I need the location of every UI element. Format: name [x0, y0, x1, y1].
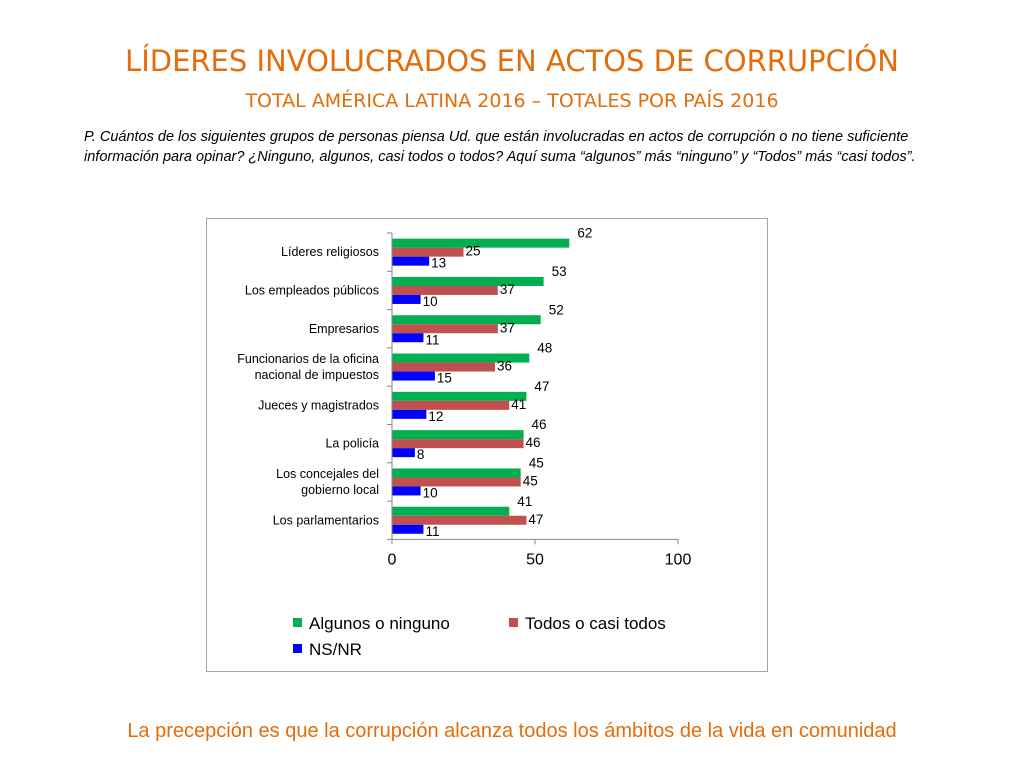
category-label-2: Los empleados públicos	[245, 283, 379, 297]
bar-chart: 62 25 13 Líderes religiosos 53 37 10 Los emplea…	[237, 226, 692, 659]
value-label-3-8: 11	[425, 524, 439, 539]
legend-swatch-3	[293, 644, 302, 653]
value-label-2-3: 37	[500, 320, 515, 335]
bar-1-6	[392, 430, 524, 440]
bar-2-3	[392, 324, 498, 334]
category-label-4: Funcionarios de la oficina nacional de im…	[237, 352, 379, 382]
x-tick-label-50: 50	[526, 551, 544, 568]
bar-2-1	[392, 247, 464, 257]
bar-2-8	[392, 515, 527, 525]
bar-3-7	[392, 486, 421, 496]
bar-2-2	[392, 285, 498, 295]
bar-3-2	[392, 294, 421, 304]
category-label-3: Empresarios	[309, 322, 379, 336]
bar-2-7	[392, 477, 521, 487]
bar-2-6	[392, 439, 524, 449]
category-label-7: Los concejales del gobierno local	[276, 467, 379, 497]
value-label-3-4: 15	[437, 371, 452, 386]
bar-3-1	[392, 256, 430, 266]
value-label-2-8: 47	[528, 512, 543, 527]
slide-subtitle: TOTAL AMÉRICA LATINA 2016 – TOTALES POR …	[245, 90, 779, 112]
bar-1-3	[392, 315, 541, 325]
category-label-6: La policía	[325, 437, 379, 451]
value-label-2-2: 37	[500, 282, 515, 297]
legend-label-3: NS/NR	[309, 640, 362, 659]
bar-3-6	[392, 448, 415, 458]
legend-label-1: Algunos o ninguno	[309, 614, 450, 633]
slide-footer: La precepción es que la corrupción alcan…	[127, 720, 897, 742]
bar-3-4	[392, 371, 435, 381]
bar-1-7	[392, 468, 521, 478]
value-label-2-6: 46	[526, 435, 541, 450]
value-label-2-4: 36	[497, 359, 512, 374]
category-label-1: Líderes religiosos	[281, 245, 379, 259]
value-label-1-8: 41	[517, 494, 532, 509]
value-label-3-7: 10	[423, 485, 438, 500]
bar-1-8	[392, 506, 510, 516]
bar-3-5	[392, 409, 427, 419]
value-label-2-7: 45	[523, 473, 538, 488]
value-label-2-5: 41	[511, 397, 526, 412]
survey-question: P. Cuántos de los siguientes grupos de p…	[84, 129, 916, 165]
bar-2-5	[392, 400, 510, 410]
value-label-1-5: 47	[534, 379, 549, 394]
category-label-5: Jueces y magistrados	[258, 398, 379, 412]
bar-3-8	[392, 524, 424, 534]
legend-label-2: Todos o casi todos	[525, 614, 666, 633]
bar-1-1	[392, 238, 570, 248]
x-tick-label-0: 0	[388, 551, 397, 568]
value-label-1-4: 48	[537, 341, 552, 356]
bar-3-3	[392, 333, 424, 343]
bar-1-2	[392, 276, 544, 286]
value-label-1-1: 62	[577, 226, 592, 241]
value-label-1-7: 45	[529, 455, 544, 470]
value-label-3-3: 11	[425, 332, 439, 347]
chart-frame: 62 25 13 Líderes religiosos 53 37 10 Los emplea…	[206, 218, 768, 672]
value-label-3-6: 8	[417, 447, 425, 462]
bar-2-4	[392, 362, 495, 372]
bar-1-5	[392, 391, 527, 401]
category-label-8: Los parlamentarios	[273, 513, 379, 527]
legend-swatch-2	[509, 618, 518, 627]
value-label-3-1: 13	[431, 256, 446, 271]
bar-1-4	[392, 353, 530, 363]
value-label-3-2: 10	[423, 294, 438, 309]
value-label-3-5: 12	[428, 409, 443, 424]
value-label-1-6: 46	[532, 417, 547, 432]
legend-swatch-1	[293, 618, 302, 627]
value-label-1-3: 52	[549, 302, 564, 317]
slide-title: LÍDERES INVOLUCRADOS EN ACTOS DE CORRUPC…	[125, 44, 899, 78]
value-label-1-2: 53	[552, 264, 567, 279]
value-label-2-1: 25	[466, 244, 481, 259]
x-tick-label-100: 100	[665, 551, 692, 568]
